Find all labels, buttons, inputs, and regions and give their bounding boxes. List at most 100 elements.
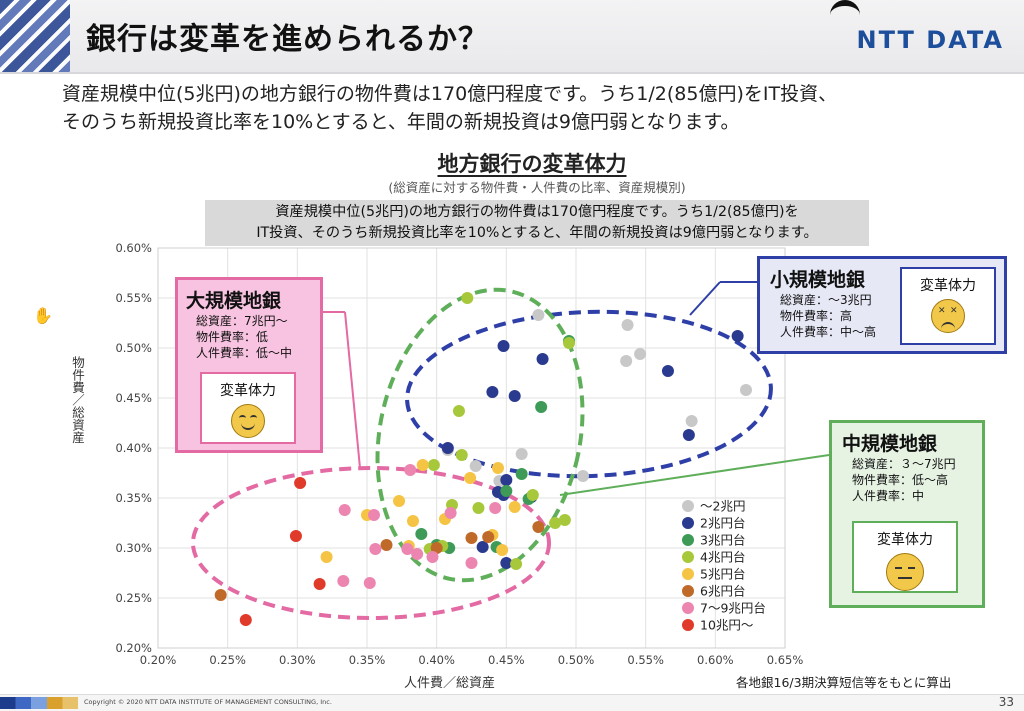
source-note: 各地銀16/3期決算短信等をもとに算出 xyxy=(736,675,952,690)
data-point xyxy=(510,558,523,570)
legend-marker xyxy=(682,602,694,614)
data-point xyxy=(500,485,513,497)
data-point xyxy=(508,501,521,513)
chart-title-text: 地方銀行の変革体力 xyxy=(437,152,627,176)
callout-large-banks: 大規模地銀 総資産：7兆円～ 物件費率：低 人件費率：低～中 変革体力 xyxy=(175,277,323,453)
face-label: 変革体力 xyxy=(220,383,276,399)
data-point xyxy=(486,386,499,398)
footer-color-bar xyxy=(0,697,78,709)
legend-marker xyxy=(682,517,694,529)
data-point xyxy=(465,557,478,569)
data-point xyxy=(426,551,439,563)
x-tick-label: 0.20% xyxy=(140,653,177,667)
y-axis-title: 物件費／総資産 xyxy=(70,356,85,444)
x-tick-label: 0.40% xyxy=(418,653,455,667)
legend-marker xyxy=(682,568,694,580)
data-point xyxy=(634,348,647,360)
y-tick-label: 0.60% xyxy=(115,241,152,255)
callout-small-title: 小規模地銀 xyxy=(770,269,866,291)
legend-label: 6兆円台 xyxy=(700,584,745,599)
data-point xyxy=(558,514,571,526)
data-point xyxy=(441,442,454,454)
dizzy-face-icon: ✕ ✕ xyxy=(931,299,965,333)
callout-large-line: 物件費率：低 xyxy=(196,330,269,344)
data-point xyxy=(515,448,528,460)
data-point xyxy=(532,309,545,321)
data-point xyxy=(739,384,752,396)
data-point xyxy=(401,543,414,555)
data-point xyxy=(214,589,227,601)
legend-label: 4兆円台 xyxy=(700,550,745,565)
note-line-2: IT投資、そのうち新規投資比率を10%とすると、年間の新規投資は9億円弱となりま… xyxy=(256,225,818,241)
header-bar: 銀行は変革を進められるか？ NTT DATA xyxy=(0,0,1024,74)
x-tick-label: 0.30% xyxy=(279,653,316,667)
legend-marker xyxy=(682,585,694,597)
callout-small-banks: 小規模地銀 総資産：～3兆円 物件費率：高 人件費率：中～高 変革体力 ✕ ✕ xyxy=(757,256,1007,354)
data-point xyxy=(289,530,302,542)
small-connector xyxy=(689,281,721,316)
legend-label: ～2兆円 xyxy=(700,499,745,514)
data-point xyxy=(444,507,457,519)
data-point xyxy=(369,543,382,555)
y-tick-label: 0.35% xyxy=(115,491,152,505)
data-point xyxy=(500,557,513,569)
header-decoration xyxy=(0,0,70,72)
logo: NTT DATA xyxy=(856,26,1004,54)
data-point xyxy=(430,542,443,554)
legend-label: 10兆円～ xyxy=(700,618,753,633)
face-label: 変革体力 xyxy=(920,278,976,294)
data-point xyxy=(320,551,333,563)
data-point xyxy=(393,495,406,507)
data-point xyxy=(472,502,485,514)
callout-small-line: 人件費率：中～高 xyxy=(780,325,877,339)
data-point xyxy=(515,468,528,480)
x-tick-label: 0.45% xyxy=(488,653,525,667)
data-point xyxy=(469,460,482,472)
x-tick-label: 0.65% xyxy=(767,653,804,667)
mid-banks-ellipse xyxy=(375,287,585,583)
legend-marker xyxy=(682,551,694,563)
legend-marker xyxy=(682,500,694,512)
legend-marker xyxy=(682,534,694,546)
callout-mid-line: 総資産：３～7兆円 xyxy=(852,457,956,471)
face-label: 変革体力 xyxy=(877,532,933,548)
callout-large-line: 総資産：7兆円～ xyxy=(196,314,288,328)
callout-mid-line: 物件費率：低～高 xyxy=(852,473,949,487)
data-point xyxy=(563,337,576,349)
chart-subtitle: (総資産に対する物件費・人件費の比率、資産規模別) xyxy=(388,180,686,195)
data-point xyxy=(411,548,424,560)
copyright: Copyright © 2020 NTT DATA INSTITUTE OF M… xyxy=(84,698,332,706)
data-point xyxy=(416,459,429,471)
callout-mid-banks: 中規模地銀 総資産：３～7兆円 物件費率：低～高 人件費率：中 変革体力 xyxy=(829,420,985,608)
note-box: 資産規模中位(5兆円)の地方銀行の物件費は170億円程度です。うち1/2(85億… xyxy=(205,200,869,246)
data-point xyxy=(464,472,477,484)
footer: Copyright © 2020 NTT DATA INSTITUTE OF M… xyxy=(0,694,1024,711)
note-line-1: 資産規模中位(5兆円)の地方銀行の物件費は170億円程度です。うち1/2(85億… xyxy=(275,204,799,220)
callout-mid-title: 中規模地銀 xyxy=(842,433,938,455)
legend-label: 2兆円台 xyxy=(700,516,745,531)
data-point xyxy=(576,470,589,482)
data-point xyxy=(455,449,468,461)
small-capacity-box: 変革体力 ✕ ✕ xyxy=(900,267,996,345)
chart-title: 地方銀行の変革体力 xyxy=(0,148,1024,178)
data-point xyxy=(489,502,502,514)
data-point xyxy=(500,474,513,486)
y-tick-label: 0.55% xyxy=(115,291,152,305)
data-point xyxy=(620,355,633,367)
smiling-face-icon xyxy=(231,404,265,438)
page-number: 33 xyxy=(998,695,1014,709)
intro-line-2: そのうち新規投資比率を10%とすると、年間の新規投資は9億円弱となります。 xyxy=(62,111,740,133)
callout-mid-line: 人件費率：中 xyxy=(852,489,925,503)
x-tick-label: 0.60% xyxy=(697,653,734,667)
data-point xyxy=(685,415,698,427)
data-point xyxy=(497,340,510,352)
data-point xyxy=(535,401,548,413)
data-point xyxy=(404,464,417,476)
data-point xyxy=(476,541,489,553)
legend-label: 3兆円台 xyxy=(700,533,745,548)
data-point xyxy=(482,531,495,543)
neutral-face-icon xyxy=(886,553,924,591)
x-tick-label: 0.50% xyxy=(558,653,595,667)
x-tick-label: 0.35% xyxy=(349,653,386,667)
